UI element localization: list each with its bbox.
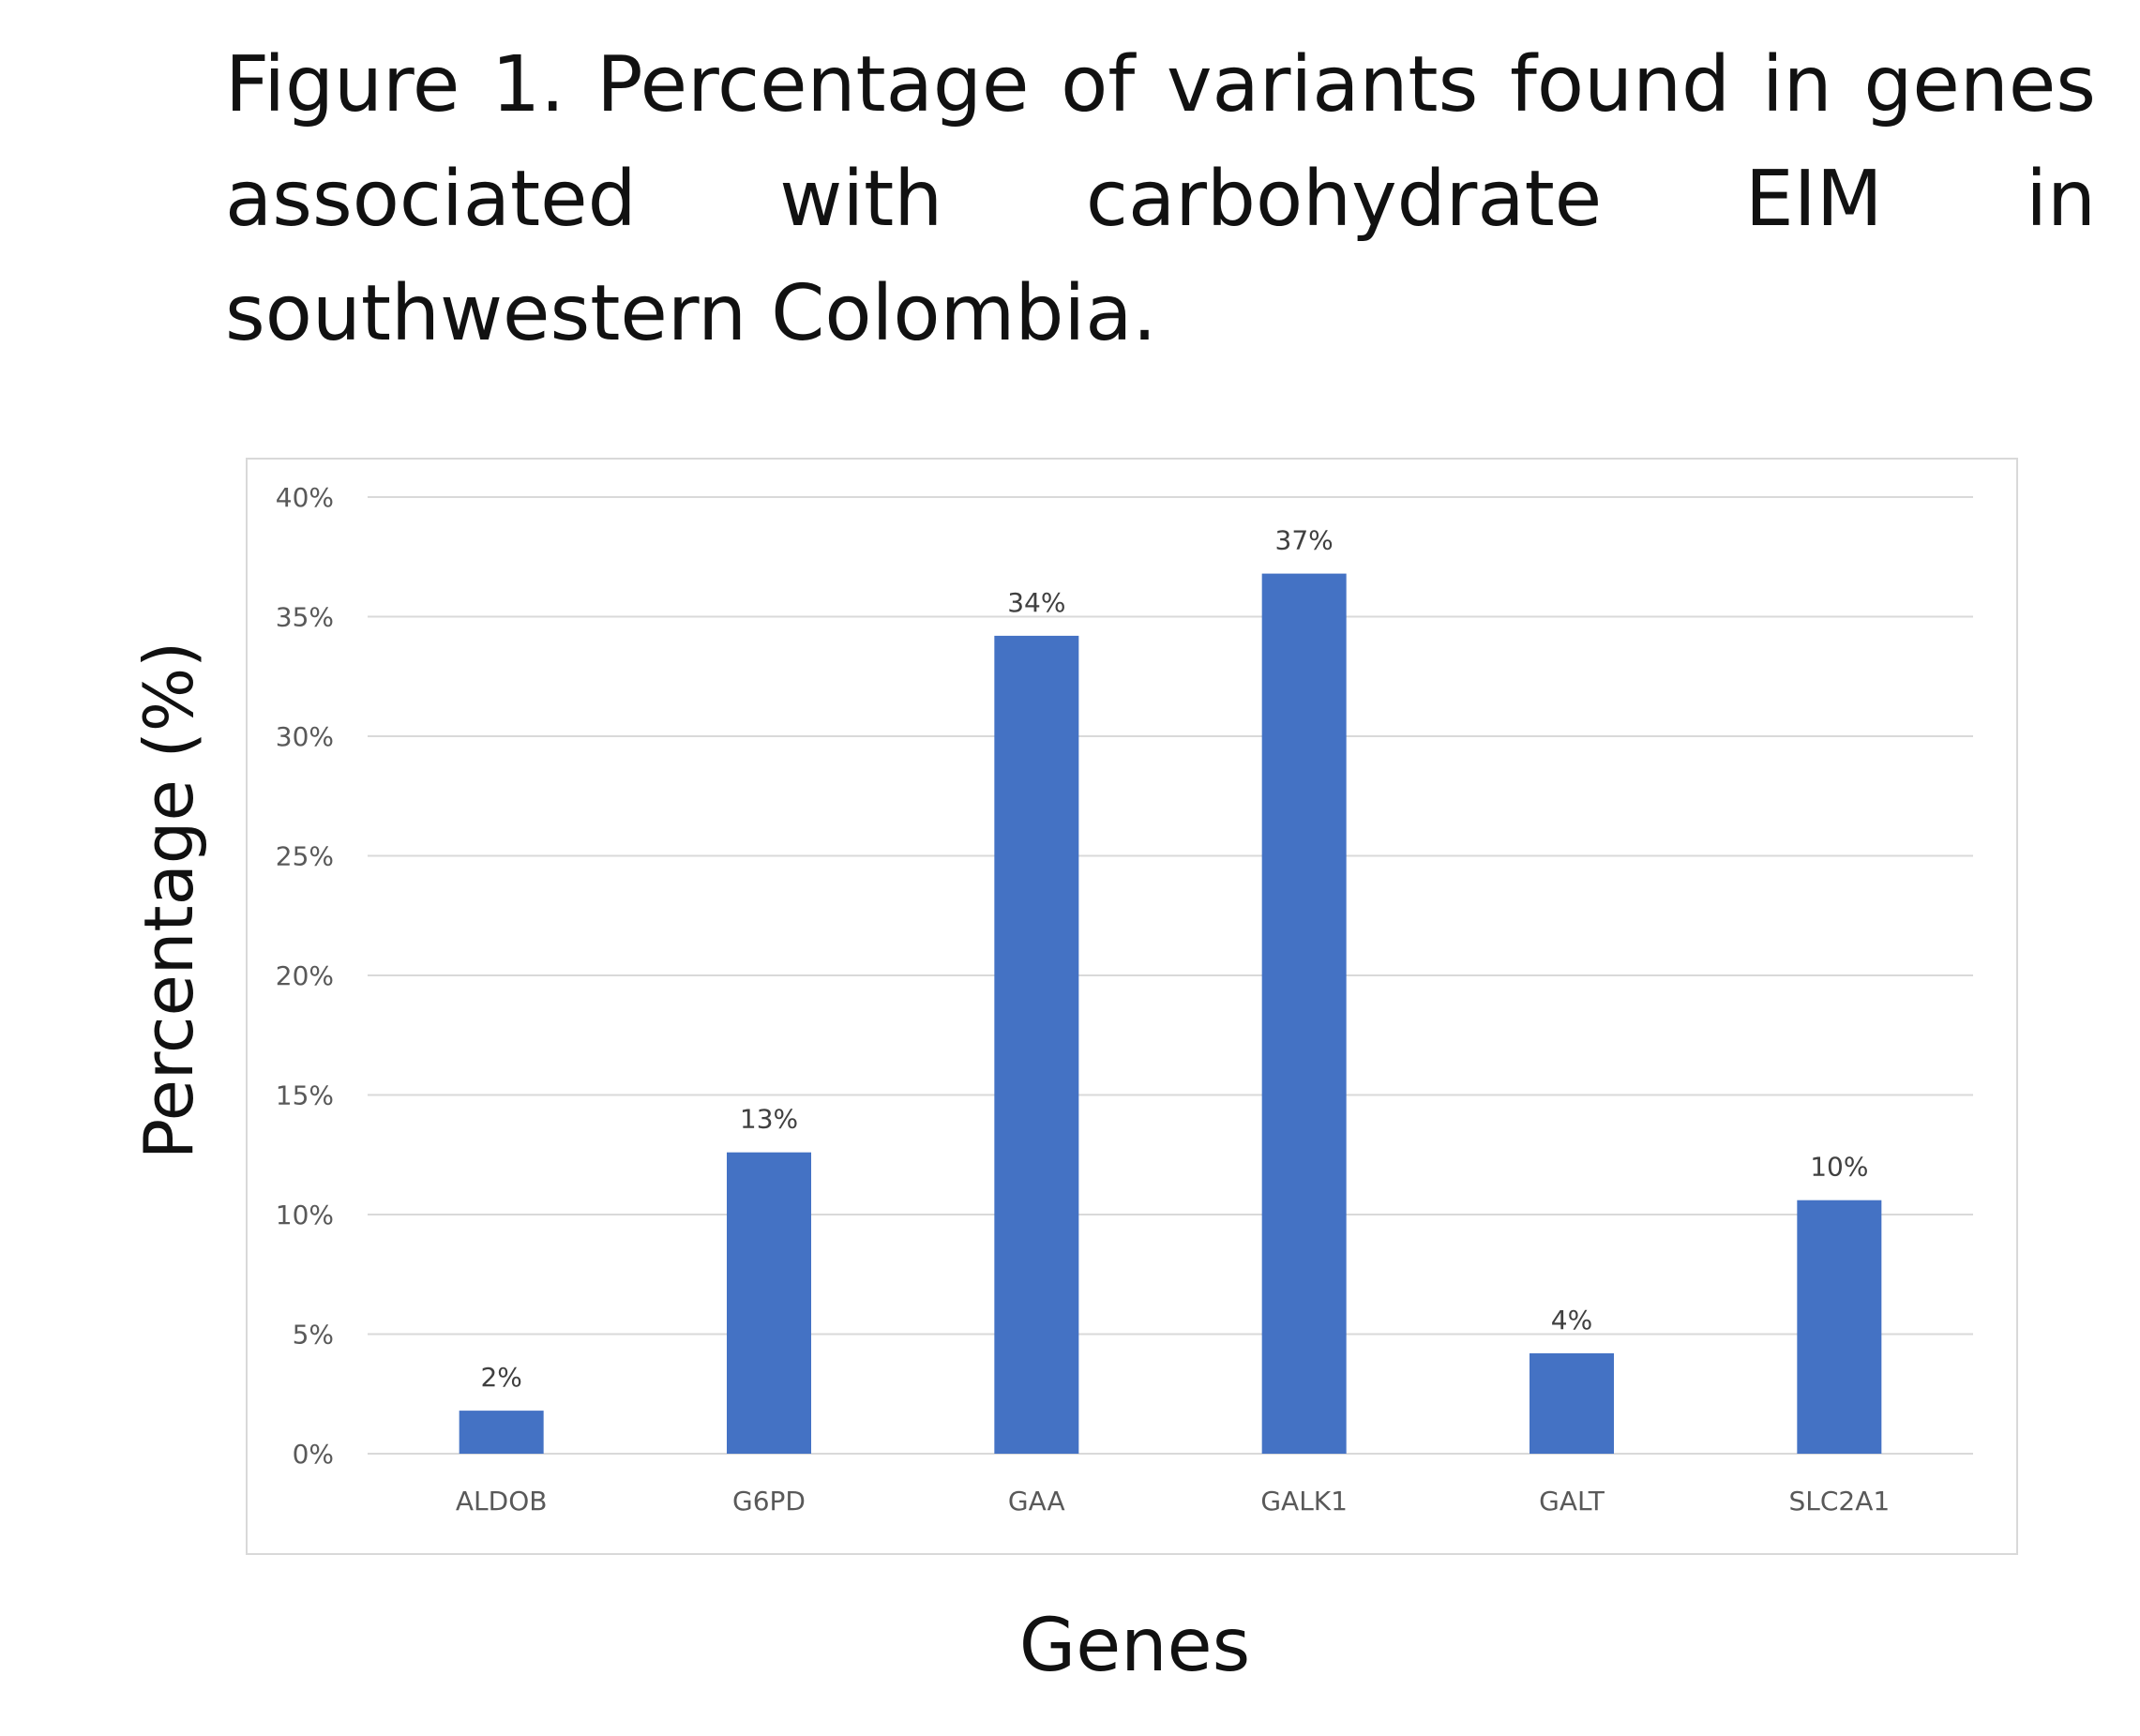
x-tick-label: G6PD (732, 1486, 806, 1517)
y-tick-label: 10% (276, 1200, 334, 1230)
x-tick-label: GALK1 (1260, 1486, 1348, 1517)
y-tick-label: 35% (276, 602, 334, 633)
chart-frame (246, 458, 2018, 1555)
y-tick-label: 25% (276, 841, 334, 872)
data-label: 13% (740, 1104, 798, 1135)
y-tick-label: 20% (276, 960, 334, 991)
x-axis-title: Genes (1018, 1604, 1251, 1688)
y-tick-label: 15% (276, 1080, 334, 1111)
y-axis-title-area: Percentage (%) (38, 525, 225, 1276)
bar-chart: 0% 5% 10% 15% 20% 25% 30% 35% 40% 2% 13% 34% 37% 4% 1… (246, 458, 2018, 1555)
data-label: 10% (1810, 1152, 1868, 1183)
figure-caption: Figure 1. Percentage of variants found i… (225, 40, 2096, 358)
data-label: 34% (1007, 587, 1065, 618)
gridlines (368, 496, 1973, 1455)
y-tick-label: 40% (276, 482, 334, 513)
y-tick-label: 5% (293, 1320, 334, 1351)
bars (459, 573, 1882, 1454)
bar-aldob (459, 1411, 544, 1454)
y-axis-ticks: 0% 5% 10% 15% 20% 25% 30% 35% 40% (276, 482, 334, 1470)
y-axis-title: Percentage (%) (129, 641, 208, 1160)
data-label: 37% (1275, 525, 1334, 556)
x-tick-label: GALT (1539, 1486, 1605, 1517)
data-labels: 2% 13% 34% 37% 4% 10% (480, 525, 1868, 1394)
x-tick-label: GAA (1008, 1486, 1065, 1517)
bar-gaa (994, 635, 1079, 1454)
y-tick-label: 30% (276, 721, 334, 752)
bar-g6pd (727, 1152, 811, 1454)
data-label: 2% (480, 1362, 521, 1393)
bar-galt (1530, 1352, 1614, 1454)
bar-galk1 (1261, 573, 1347, 1454)
bar-slc2a1 (1797, 1200, 1882, 1454)
y-tick-label: 0% (293, 1439, 334, 1470)
data-label: 4% (1551, 1305, 1592, 1336)
x-tick-label: SLC2A1 (1788, 1486, 1890, 1517)
x-tick-label: ALDOB (456, 1486, 548, 1517)
x-axis-ticks: ALDOB G6PD GAA GALK1 GALT SLC2A1 (456, 1486, 1890, 1517)
